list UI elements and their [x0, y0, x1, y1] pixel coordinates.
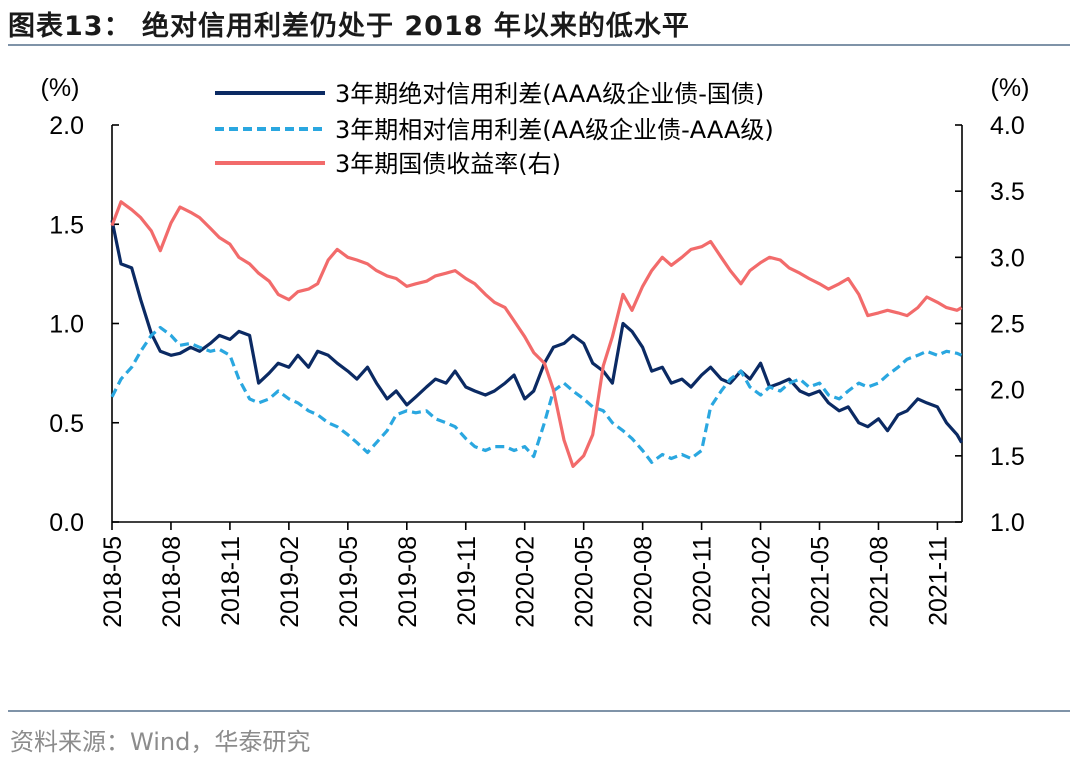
x-tick-label: 2019-02 [276, 536, 304, 628]
x-tick-label: 2019-08 [394, 536, 422, 628]
x-tick-label: 2020-11 [689, 536, 717, 626]
y-tick-label-right: 3.0 [990, 244, 1025, 272]
source-note: 资料来源：Wind，华泰研究 [10, 728, 311, 756]
y-tick-label-right: 3.5 [990, 178, 1025, 206]
title-divider [8, 44, 1070, 46]
x-tick-label: 2020-05 [571, 536, 599, 628]
chart-title: 图表13： 绝对信用利差仍处于 2018 年以来的低水平 [8, 11, 690, 42]
x-tick-label: 2021-08 [865, 536, 893, 628]
y-axis-right-unit: (%) [991, 74, 1030, 102]
y-tick-label-left: 0.0 [49, 509, 84, 537]
legend-label-2: 3年期相对信用利差(AA级企业债-AAA级) [335, 116, 774, 144]
y-tick-label-left: 0.5 [49, 410, 84, 438]
y-tick-label-right: 1.5 [990, 443, 1025, 471]
x-tick-label: 2019-11 [453, 536, 481, 626]
series-line-1 [110, 219, 963, 444]
y-axis-left-unit: (%) [41, 74, 80, 102]
x-tick-label: 2020-08 [630, 536, 658, 628]
y-tick-label-right: 2.0 [990, 377, 1025, 405]
legend-label-1: 3年期绝对信用利差(AAA级企业债-国债) [335, 80, 764, 108]
y-tick-label-right: 2.5 [990, 311, 1025, 339]
legend-label-3: 3年期国债收益率(右) [335, 150, 561, 178]
y-tick-label-right: 1.0 [990, 509, 1025, 537]
x-tick-label: 2018-05 [99, 536, 127, 628]
y-tick-label-left: 1.0 [49, 311, 84, 339]
y-tick-label-left: 2.0 [49, 112, 84, 140]
series-line-3 [110, 200, 963, 468]
y-tick-label-left: 1.5 [49, 211, 84, 239]
footer-divider [8, 710, 1070, 712]
x-tick-label: 2020-02 [512, 536, 540, 628]
x-tick-label: 2018-11 [217, 536, 245, 626]
series-line-2 [110, 325, 963, 464]
x-tick-label: 2018-08 [158, 536, 186, 628]
x-tick-label: 2021-05 [807, 536, 835, 628]
y-tick-label-right: 4.0 [990, 112, 1025, 140]
x-tick-label: 2021-02 [748, 536, 776, 628]
x-tick-label: 2021-11 [924, 536, 952, 626]
x-tick-label: 2019-05 [335, 536, 363, 628]
